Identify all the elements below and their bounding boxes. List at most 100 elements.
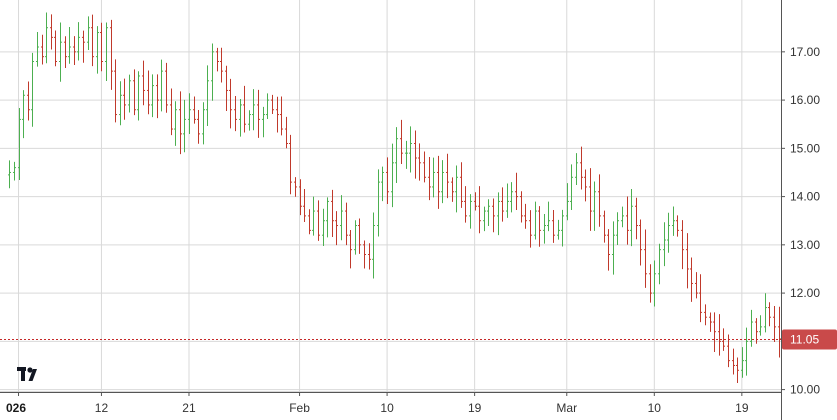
ohlc-bar	[363, 240, 366, 269]
ohlc-bar	[82, 30, 85, 63]
ohlc-bar	[123, 78, 126, 120]
ohlc-bar	[492, 198, 495, 233]
ohlc-bar	[778, 306, 781, 358]
ohlc-bar	[50, 14, 53, 50]
ohlc-bar	[243, 85, 246, 133]
ohlc-bar	[616, 212, 619, 246]
ohlc-bar	[262, 106, 265, 138]
ohlc-bar	[326, 197, 329, 238]
ohlc-bar	[151, 74, 154, 118]
ohlc-bar	[45, 12, 48, 64]
ohlc-bar	[156, 74, 159, 119]
ohlc-bar	[451, 177, 454, 202]
ohlc-bar	[653, 260, 656, 307]
ohlc-bar	[768, 302, 771, 327]
ohlc-bar	[667, 212, 670, 253]
ohlc-bar	[289, 134, 292, 195]
ohlc-bar	[119, 81, 122, 126]
ohlc-bar	[183, 99, 186, 153]
ohlc-bar	[248, 110, 251, 131]
ohlc-bar	[510, 182, 513, 213]
ohlc-bar	[552, 210, 555, 243]
ohlc-bar	[91, 14, 94, 67]
ohlc-bar	[658, 243, 661, 285]
ohlc-bar	[474, 192, 477, 211]
ohlc-bar	[534, 201, 537, 240]
ohlc-bar	[252, 89, 255, 131]
ohlc-bar	[294, 177, 297, 197]
ohlc-bar	[234, 95, 237, 132]
ohlc-bar	[566, 183, 569, 221]
ohlc-bar	[409, 126, 412, 173]
ohlc-bar	[317, 200, 320, 241]
ohlc-bar	[529, 210, 532, 248]
tradingview-logo	[17, 367, 37, 381]
ohlc-bar	[322, 208, 325, 247]
ohlc-bar	[64, 36, 67, 69]
ohlc-bar	[432, 157, 435, 198]
ohlc-bar	[635, 197, 638, 240]
x-tick-label: Feb	[289, 401, 310, 415]
ohlc-bar	[41, 34, 44, 65]
ohlc-bar	[345, 202, 348, 246]
last-price-tag-box	[782, 329, 837, 350]
ohlc-bar	[690, 257, 693, 302]
ohlc-bar	[331, 189, 334, 238]
ohlc-bar	[681, 220, 684, 270]
ohlc-bar	[750, 309, 753, 347]
ohlc-bar	[663, 222, 666, 267]
ohlc-bar	[368, 243, 371, 270]
ohlc-bar	[547, 201, 550, 232]
ohlc-bar	[644, 229, 647, 288]
ohlc-bar	[257, 89, 260, 138]
last-price-value: 11.05	[790, 333, 819, 347]
ohlc-bar	[741, 347, 744, 378]
ohlc-bar	[584, 169, 587, 202]
ohlc-bar	[626, 196, 629, 245]
ohlc-bar	[110, 19, 113, 90]
ohlc-bar	[174, 101, 177, 146]
ohlc-bar	[170, 88, 173, 136]
ohlc-bar	[580, 146, 583, 190]
x-tick-label: 026	[6, 401, 26, 415]
ohlc-bar	[100, 22, 103, 72]
ohlc-bar	[598, 174, 601, 227]
ohlc-bar	[713, 312, 716, 353]
ohlc-bar	[197, 110, 200, 144]
ohlc-bar	[188, 93, 191, 135]
last-price-tag: 11.05	[782, 329, 837, 350]
x-tick-label: 19	[735, 401, 749, 415]
ohlc-bar	[593, 181, 596, 231]
ohlc-bar	[36, 32, 39, 67]
ohlc-bar	[239, 98, 242, 137]
x-tick-label: 10	[648, 401, 662, 415]
ohlc-bar	[414, 130, 417, 179]
ohlc-bar	[469, 194, 472, 229]
ohlc-bar	[649, 264, 652, 303]
ohlc-bar	[335, 211, 338, 246]
ohlc-bar	[718, 314, 721, 356]
ohlc-bar	[704, 304, 707, 326]
ohlc-bar	[165, 62, 168, 113]
ohlc-bar	[96, 26, 99, 74]
ohlc-bar	[446, 153, 449, 199]
gridlines	[0, 0, 781, 392]
y-tick-label: 10.00	[790, 383, 820, 397]
x-tick-label: 10	[380, 401, 394, 415]
y-tick-label: 14.00	[790, 190, 820, 204]
ohlc-bar	[497, 192, 500, 236]
ohlc-bar	[271, 94, 274, 114]
ohlc-bar	[391, 143, 394, 208]
ohlc-bar	[225, 65, 228, 112]
ohlc-bar	[220, 47, 223, 83]
ohlc-bar	[722, 328, 725, 351]
ohlc-bar	[455, 165, 458, 213]
ohlc-bar	[299, 179, 302, 216]
ohlc-bar	[68, 27, 71, 64]
ohlc-bar	[745, 327, 748, 376]
ohlc-bar	[428, 157, 431, 201]
ohlc-bar	[142, 60, 145, 106]
ohlc-bar	[216, 47, 219, 72]
